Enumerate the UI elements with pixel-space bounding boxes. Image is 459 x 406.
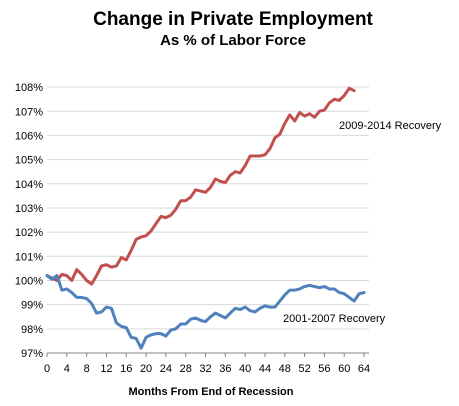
series-label-2009-2014: 2009-2014 Recovery [339, 120, 442, 132]
x-tick-label: 40 [239, 363, 251, 375]
y-tick-label: 108% [15, 82, 43, 94]
y-tick-label: 98% [21, 324, 43, 336]
y-tick-label: 103% [15, 203, 43, 215]
x-tick-label: 12 [100, 363, 112, 375]
chart-title: Change in Private Employment [93, 9, 373, 30]
x-axis-label: Months From End of Recession [128, 386, 293, 398]
series-label-2001-2007: 2001-2007 Recovery [283, 313, 386, 325]
x-tick-label: 0 [44, 363, 50, 375]
series-line-2001-2007 [45, 274, 366, 350]
x-tick-label: 64 [358, 363, 370, 375]
y-axis-ticks: 97% 98% 99% 100% 101% 102% 103% 104% 105% 106% 107… [15, 82, 43, 360]
x-tick-label: 20 [140, 363, 152, 375]
x-tick-label: 52 [298, 363, 310, 375]
y-tick-label: 105% [15, 155, 43, 167]
x-tick-label: 48 [279, 363, 291, 375]
gridlines [47, 86, 369, 330]
y-tick-label: 99% [21, 300, 43, 312]
y-tick-label: 97% [21, 348, 43, 360]
x-tick-label: 44 [259, 363, 271, 375]
x-tick-label: 4 [64, 363, 70, 375]
x-tick-label: 32 [199, 363, 211, 375]
y-tick-label: 106% [15, 130, 43, 142]
y-tick-label: 104% [15, 179, 43, 191]
x-tick-label: 24 [160, 363, 172, 375]
x-tick-label: 56 [318, 363, 330, 375]
y-tick-label: 107% [15, 106, 43, 118]
x-tick-label: 60 [338, 363, 350, 375]
chart-subtitle: As % of Labor Force [160, 32, 306, 49]
series-line-2009-2014 [45, 86, 356, 286]
y-tick-label: 102% [15, 227, 43, 239]
y-tick-label: 101% [15, 251, 43, 263]
x-tick-label: 16 [120, 363, 132, 375]
x-axis-ticks: 0 4 8 12 16 20 24 28 32 36 40 44 48 52 56 60 64 [44, 353, 370, 375]
x-tick-label: 8 [84, 363, 90, 375]
x-tick-label: 36 [219, 363, 231, 375]
y-tick-label: 100% [15, 275, 43, 287]
series-lines [45, 86, 366, 350]
x-tick-label: 28 [180, 363, 192, 375]
